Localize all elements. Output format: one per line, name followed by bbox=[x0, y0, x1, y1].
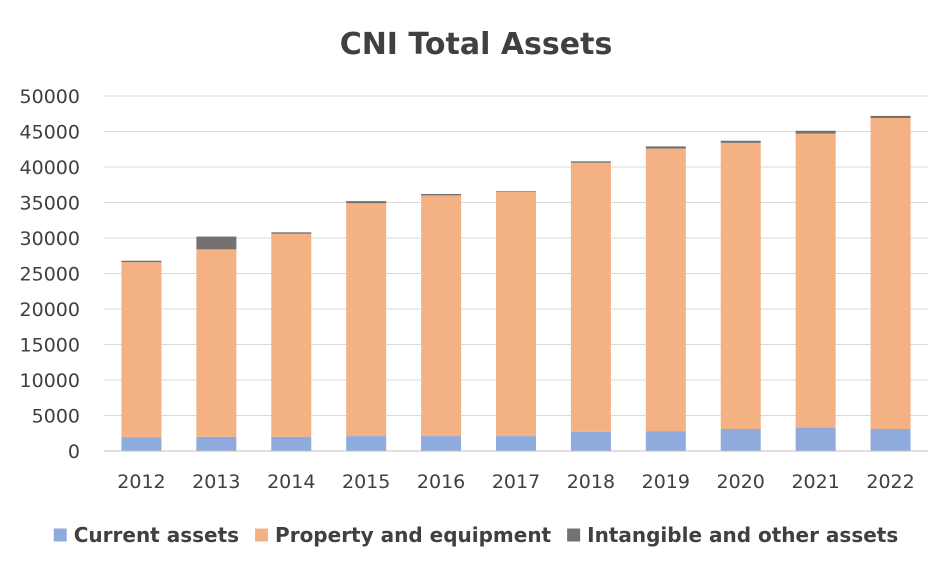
bar-segment-series-2 bbox=[870, 115, 911, 119]
bar-stack-2020 bbox=[720, 140, 761, 451]
bar-segment-series-1 bbox=[720, 142, 761, 429]
bar-stack-2018 bbox=[570, 161, 611, 451]
legend-item-1: Property and equipment bbox=[255, 523, 552, 547]
bar-segment-series-1 bbox=[121, 262, 162, 438]
legend-label: Current assets bbox=[74, 523, 239, 547]
bar-segment-series-2 bbox=[496, 191, 536, 192]
chart-title: CNI Total Assets bbox=[340, 27, 613, 62]
legend-swatch bbox=[567, 528, 581, 542]
bar-segment-series-0 bbox=[121, 437, 162, 451]
x-axis-tick-labels: 2012 2013 2014 2015 2016 2017 2018 2019 2020 2021… bbox=[117, 471, 914, 493]
bar-stack-2015 bbox=[346, 201, 387, 451]
bar-segment-series-1 bbox=[645, 148, 686, 432]
x-tick-label: 2020 bbox=[717, 471, 765, 493]
y-axis-tick-labels: 0 5000 10000 15000 20000 25000 30000 35000 40000… bbox=[20, 86, 80, 463]
legend-label: Intangible and other assets bbox=[587, 523, 898, 547]
legend-swatch bbox=[255, 528, 269, 542]
x-tick-label: 2018 bbox=[567, 471, 615, 493]
x-tick-label: 2017 bbox=[492, 471, 540, 493]
bar-segment-series-2 bbox=[421, 193, 462, 196]
bar-stacks bbox=[121, 115, 911, 451]
bar-segment-series-2 bbox=[570, 161, 611, 163]
bar-stack-2012 bbox=[121, 260, 162, 451]
y-tick-label: 10000 bbox=[20, 370, 80, 392]
bar-segment-series-1 bbox=[421, 195, 462, 437]
y-tick-label: 30000 bbox=[20, 228, 80, 250]
y-tick-label: 20000 bbox=[20, 299, 80, 321]
legend: Current assets Property and equipment Inta… bbox=[53, 523, 898, 547]
bar-stack-2022 bbox=[870, 115, 911, 451]
bar-segment-series-1 bbox=[196, 249, 237, 437]
bar-stack-2014 bbox=[271, 232, 312, 451]
y-tick-label: 5000 bbox=[32, 406, 80, 428]
bar-segment-series-2 bbox=[645, 146, 686, 149]
bar-segment-series-0 bbox=[720, 428, 761, 451]
x-tick-label: 2019 bbox=[642, 471, 690, 493]
x-tick-label: 2013 bbox=[192, 471, 240, 493]
bar-stack-2013 bbox=[196, 236, 237, 451]
bar-stack-2021 bbox=[795, 130, 836, 451]
bar-segment-series-1 bbox=[795, 133, 836, 428]
legend-item-0: Current assets bbox=[53, 523, 239, 547]
bar-stack-2017 bbox=[496, 191, 536, 451]
y-tick-label: 35000 bbox=[20, 193, 80, 215]
x-tick-label: 2014 bbox=[267, 471, 315, 493]
y-tick-label: 0 bbox=[68, 441, 80, 463]
bar-segment-series-0 bbox=[196, 436, 237, 451]
bar-segment-series-0 bbox=[570, 431, 611, 451]
bar-segment-series-2 bbox=[196, 236, 237, 250]
bar-segment-series-1 bbox=[346, 203, 387, 437]
bar-segment-series-0 bbox=[645, 431, 686, 451]
x-tick-label: 2015 bbox=[342, 471, 390, 493]
y-tick-label: 50000 bbox=[20, 86, 80, 108]
legend-swatch bbox=[53, 528, 67, 542]
x-tick-label: 2012 bbox=[117, 471, 165, 493]
y-tick-label: 25000 bbox=[20, 264, 80, 286]
x-tick-label: 2021 bbox=[791, 471, 839, 493]
y-tick-label: 15000 bbox=[20, 335, 80, 357]
legend-item-2: Intangible and other assets bbox=[567, 523, 898, 547]
bar-segment-series-1 bbox=[496, 191, 536, 437]
bar-segment-series-2 bbox=[271, 232, 312, 234]
bar-segment-series-2 bbox=[121, 260, 162, 263]
bar-segment-series-2 bbox=[720, 140, 761, 143]
bar-segment-series-2 bbox=[795, 130, 836, 134]
bar-segment-series-0 bbox=[496, 436, 536, 451]
bar-segment-series-0 bbox=[795, 427, 836, 451]
legend-label: Property and equipment bbox=[275, 523, 552, 547]
bar-segment-series-1 bbox=[271, 233, 312, 437]
y-tick-label: 45000 bbox=[20, 122, 80, 144]
bar-segment-series-2 bbox=[346, 201, 387, 204]
bar-stack-2019 bbox=[645, 146, 686, 451]
x-tick-label: 2022 bbox=[866, 471, 914, 493]
bar-segment-series-1 bbox=[570, 162, 611, 432]
bar-segment-series-0 bbox=[271, 436, 312, 451]
bar-stack-2016 bbox=[421, 193, 462, 451]
x-tick-label: 2016 bbox=[417, 471, 465, 493]
bar-segment-series-0 bbox=[421, 436, 462, 451]
bar-segment-series-0 bbox=[346, 436, 387, 451]
y-tick-label: 40000 bbox=[20, 157, 80, 179]
bar-segment-series-0 bbox=[870, 428, 911, 451]
bar-segment-series-1 bbox=[870, 118, 911, 429]
